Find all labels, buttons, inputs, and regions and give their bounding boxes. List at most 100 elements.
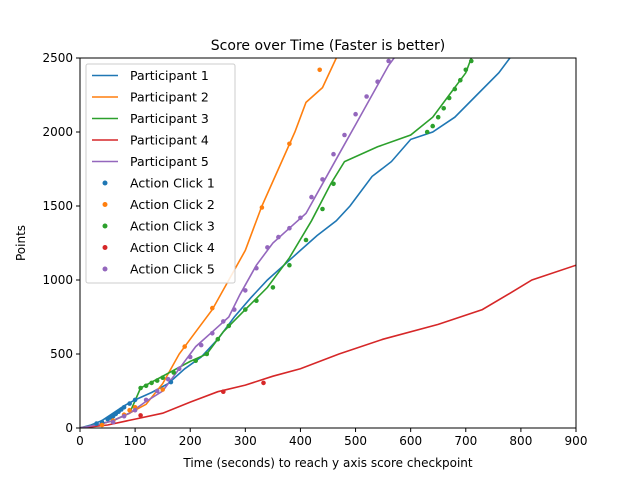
action-click-3-point	[320, 206, 325, 212]
action-click-4-point	[138, 413, 143, 418]
action-click-5-point	[254, 265, 259, 271]
x-tick-label: 800	[509, 434, 532, 448]
action-click-5-point	[187, 354, 193, 360]
legend-label-participant-1: Participant 1	[130, 68, 209, 83]
action-click-3-point	[154, 378, 160, 383]
action-click-3-point	[171, 370, 176, 375]
action-click-5-point	[331, 151, 336, 157]
action-click-5-point	[143, 397, 149, 403]
action-click-3-point	[435, 114, 441, 120]
legend-box	[85, 63, 236, 284]
action-click-5-point	[265, 245, 270, 250]
y-axis-label: Points	[14, 225, 28, 261]
action-click-3-point	[303, 237, 309, 243]
action-click-5-point	[276, 234, 281, 240]
y-tick-label: 500	[50, 347, 73, 361]
action-click-2-point	[160, 387, 165, 392]
action-click-3-point	[149, 380, 154, 386]
chart-title: Score over Time (Faster is better)	[211, 38, 445, 54]
action-click-3-point	[458, 77, 463, 83]
action-click-1-point	[94, 421, 99, 426]
action-click-3-point	[226, 323, 232, 329]
action-click-3-point	[143, 383, 149, 389]
action-click-5-point	[298, 215, 303, 221]
action-click-3-point	[204, 351, 210, 357]
legend-label-participant-5: Participant 5	[130, 154, 209, 169]
x-axis-label: Time (seconds) to reach y axis score che…	[182, 456, 473, 470]
action-click-4-point	[261, 380, 266, 386]
action-click-5-point	[342, 132, 347, 138]
legend-marker-action-click-1	[102, 180, 108, 186]
action-click-2-point	[127, 407, 132, 413]
action-click-3-point	[287, 262, 292, 268]
y-tick-label: 0	[65, 421, 73, 435]
legend: Participant 1 Participant 2 Participant 3 P…	[85, 63, 236, 284]
y-axis: 0 500 1000 1500 2000 2500	[42, 51, 80, 435]
action-click-5-point	[110, 419, 116, 425]
action-click-2-point	[99, 422, 105, 428]
x-tick-label: 100	[124, 434, 147, 448]
action-click-3-point	[331, 181, 336, 187]
action-click-5-point	[375, 79, 380, 84]
x-tick-label: 700	[454, 434, 477, 448]
action-click-3-point	[138, 385, 143, 391]
action-click-3-point	[424, 129, 430, 135]
y-tick-label: 1000	[42, 273, 73, 287]
y-tick-label: 1500	[42, 199, 73, 213]
x-tick-label: 0	[76, 434, 84, 448]
action-click-1-point	[132, 397, 138, 403]
action-click-3-point	[446, 95, 452, 101]
action-click-5-point	[121, 413, 127, 419]
action-click-2-point	[287, 141, 292, 147]
action-click-3-point	[215, 336, 221, 342]
x-tick-label: 200	[179, 434, 202, 448]
action-click-2-point	[317, 67, 323, 73]
action-click-5-point	[386, 58, 391, 64]
action-click-1-point	[168, 379, 174, 385]
action-click-3-point	[463, 67, 469, 73]
action-click-3-point	[270, 285, 276, 290]
action-click-2-point	[210, 305, 215, 311]
action-click-4-point	[221, 389, 226, 395]
legend-label-action-click-3: Action Click 3	[130, 219, 215, 234]
action-click-1-point	[121, 405, 127, 410]
action-click-5-point	[132, 407, 138, 413]
action-click-5-point	[320, 177, 325, 182]
legend-marker-action-click-4	[102, 245, 108, 250]
legend-label-action-click-1: Action Click 1	[130, 176, 215, 191]
action-click-1-point	[127, 401, 132, 406]
legend-label-action-click-4: Action Click 4	[130, 240, 215, 255]
action-click-3-point	[430, 123, 436, 129]
legend-marker-action-click-5	[102, 266, 108, 272]
legend-label-action-click-2: Action Click 2	[130, 197, 215, 212]
plot-frame	[79, 57, 577, 429]
action-click-5-point	[232, 307, 237, 312]
action-click-5-point	[287, 225, 292, 231]
y-tick-label: 2000	[42, 125, 73, 139]
participant-4-line	[80, 264, 576, 428]
action-click-3-point	[441, 106, 447, 111]
participant-3-line	[80, 58, 473, 428]
action-click-5-point	[165, 376, 171, 382]
action-click-3-point	[469, 58, 474, 64]
x-tick-label: 400	[289, 434, 312, 448]
legend-marker-action-click-3	[102, 223, 108, 229]
action-click-3-point	[254, 298, 259, 304]
legend-label-action-click-5: Action Click 5	[130, 262, 215, 277]
action-click-5-point	[176, 366, 182, 372]
legend-label-participant-2: Participant 2	[130, 90, 209, 105]
action-click-5-point	[154, 388, 160, 394]
action-click-3-point	[243, 307, 248, 312]
action-click-5-point	[353, 111, 358, 117]
action-click-5-point	[309, 194, 314, 200]
action-click-3-point	[452, 86, 458, 92]
action-click-5-point	[364, 94, 369, 99]
x-tick-label: 900	[565, 434, 588, 448]
action-click-5-point	[221, 319, 226, 324]
x-axis: 0 100 200 300 400 500 600 700 800 900	[76, 428, 587, 448]
action-click-3-point	[160, 375, 165, 381]
plot-scatter-layer	[94, 58, 474, 428]
legend-label-participant-4: Participant 4	[130, 133, 209, 148]
x-tick-label: 500	[344, 434, 367, 448]
